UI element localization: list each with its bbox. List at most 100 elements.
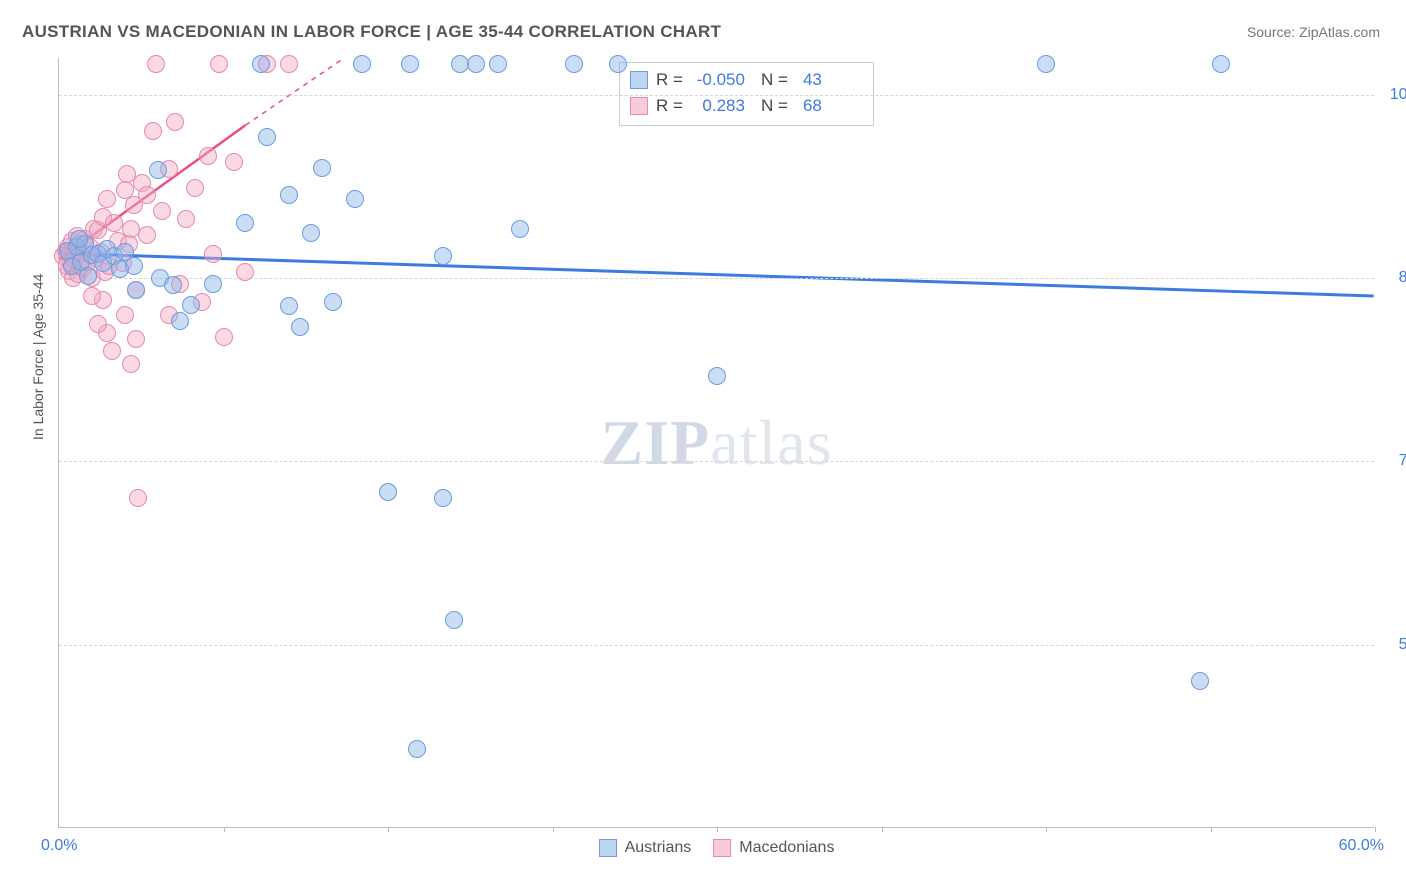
scatter-point-austrians	[353, 55, 371, 73]
scatter-point-austrians	[70, 230, 88, 248]
scatter-point-macedonians	[147, 55, 165, 73]
scatter-point-austrians	[149, 161, 167, 179]
scatter-point-austrians	[565, 55, 583, 73]
x-tick-mark	[1046, 827, 1047, 832]
scatter-point-austrians	[236, 214, 254, 232]
legend-N-label: N =	[761, 70, 788, 90]
x-axis-min-label: 0.0%	[41, 837, 77, 855]
scatter-point-austrians	[1212, 55, 1230, 73]
scatter-point-macedonians	[204, 245, 222, 263]
bottom-legend: Austrians Macedonians	[599, 839, 835, 857]
scatter-point-austrians	[379, 483, 397, 501]
watermark: ZIPatlas	[601, 406, 833, 480]
scatter-point-macedonians	[83, 287, 101, 305]
chart-title: AUSTRIAN VS MACEDONIAN IN LABOR FORCE | …	[22, 22, 721, 42]
scatter-point-macedonians	[186, 179, 204, 197]
x-tick-mark	[224, 827, 225, 832]
y-tick-label: 70.0%	[1384, 452, 1406, 470]
grid-line	[59, 278, 1374, 279]
legend-row-austrians: R = -0.050 N = 43	[630, 67, 863, 93]
scatter-point-austrians	[280, 186, 298, 204]
source-label: Source: ZipAtlas.com	[1247, 24, 1380, 40]
scatter-point-macedonians	[127, 330, 145, 348]
scatter-point-austrians	[408, 740, 426, 758]
scatter-point-austrians	[79, 267, 97, 285]
grid-line	[59, 95, 1374, 96]
y-tick-label: 85.0%	[1384, 269, 1406, 287]
plot-area: ZIPatlas R = -0.050 N = 43 R = 0.283 N =…	[58, 58, 1374, 828]
scatter-point-macedonians	[236, 263, 254, 281]
legend-R-austrians: -0.050	[691, 70, 745, 90]
legend-N-austrians: 43	[796, 70, 822, 90]
scatter-point-macedonians	[144, 122, 162, 140]
scatter-point-austrians	[467, 55, 485, 73]
source-prefix: Source:	[1247, 24, 1299, 40]
legend-R-label-2: R =	[656, 96, 683, 116]
y-tick-label: 55.0%	[1384, 636, 1406, 654]
scatter-point-austrians	[434, 489, 452, 507]
scatter-point-macedonians	[280, 55, 298, 73]
scatter-point-macedonians	[138, 226, 156, 244]
scatter-point-macedonians	[129, 489, 147, 507]
legend-R-macedonians: 0.283	[691, 96, 745, 116]
scatter-point-austrians	[511, 220, 529, 238]
watermark-atlas: atlas	[710, 407, 832, 478]
legend-R-label: R =	[656, 70, 683, 90]
scatter-point-austrians	[346, 190, 364, 208]
regression-lines-svg	[59, 58, 1374, 827]
x-tick-mark	[553, 827, 554, 832]
scatter-point-austrians	[280, 297, 298, 315]
scatter-point-austrians	[302, 224, 320, 242]
scatter-point-austrians	[204, 275, 222, 293]
scatter-point-austrians	[401, 55, 419, 73]
chart-container: AUSTRIAN VS MACEDONIAN IN LABOR FORCE | …	[0, 0, 1406, 892]
scatter-point-austrians	[324, 293, 342, 311]
scatter-point-austrians	[125, 257, 143, 275]
scatter-point-austrians	[313, 159, 331, 177]
scatter-point-austrians	[445, 611, 463, 629]
grid-line	[59, 645, 1374, 646]
scatter-point-austrians	[489, 55, 507, 73]
bottom-label-macedonians: Macedonians	[739, 839, 834, 857]
watermark-zip: ZIP	[601, 407, 711, 478]
scatter-point-austrians	[171, 312, 189, 330]
grid-line	[59, 461, 1374, 462]
legend-swatch-pink	[630, 97, 648, 115]
scatter-point-austrians	[609, 55, 627, 73]
source-value: ZipAtlas.com	[1299, 24, 1380, 40]
scatter-point-austrians	[127, 281, 145, 299]
scatter-point-macedonians	[215, 328, 233, 346]
scatter-point-austrians	[164, 276, 182, 294]
bottom-legend-macedonians: Macedonians	[713, 839, 834, 857]
scatter-point-macedonians	[105, 214, 123, 232]
x-tick-mark	[388, 827, 389, 832]
y-tick-label: 100.0%	[1384, 86, 1406, 104]
bottom-swatch-blue	[599, 839, 617, 857]
scatter-point-macedonians	[210, 55, 228, 73]
scatter-point-macedonians	[199, 147, 217, 165]
scatter-point-macedonians	[225, 153, 243, 171]
scatter-point-macedonians	[103, 342, 121, 360]
bottom-label-austrians: Austrians	[625, 839, 692, 857]
scatter-point-macedonians	[153, 202, 171, 220]
scatter-point-macedonians	[89, 315, 107, 333]
scatter-point-macedonians	[177, 210, 195, 228]
x-tick-mark	[717, 827, 718, 832]
scatter-point-austrians	[252, 55, 270, 73]
x-axis-max-label: 60.0%	[1339, 837, 1384, 855]
legend-N-macedonians: 68	[796, 96, 822, 116]
scatter-point-austrians	[182, 296, 200, 314]
x-tick-mark	[1375, 827, 1376, 832]
y-axis-title: In Labor Force | Age 35-44	[30, 274, 46, 440]
scatter-point-austrians	[434, 247, 452, 265]
x-tick-mark	[1211, 827, 1212, 832]
regression-line	[59, 253, 1373, 296]
legend-row-macedonians: R = 0.283 N = 68	[630, 93, 863, 119]
scatter-point-austrians	[258, 128, 276, 146]
x-tick-mark	[882, 827, 883, 832]
scatter-point-macedonians	[138, 186, 156, 204]
scatter-point-macedonians	[166, 113, 184, 131]
legend-N-label-2: N =	[761, 96, 788, 116]
scatter-point-macedonians	[116, 306, 134, 324]
scatter-point-macedonians	[98, 190, 116, 208]
